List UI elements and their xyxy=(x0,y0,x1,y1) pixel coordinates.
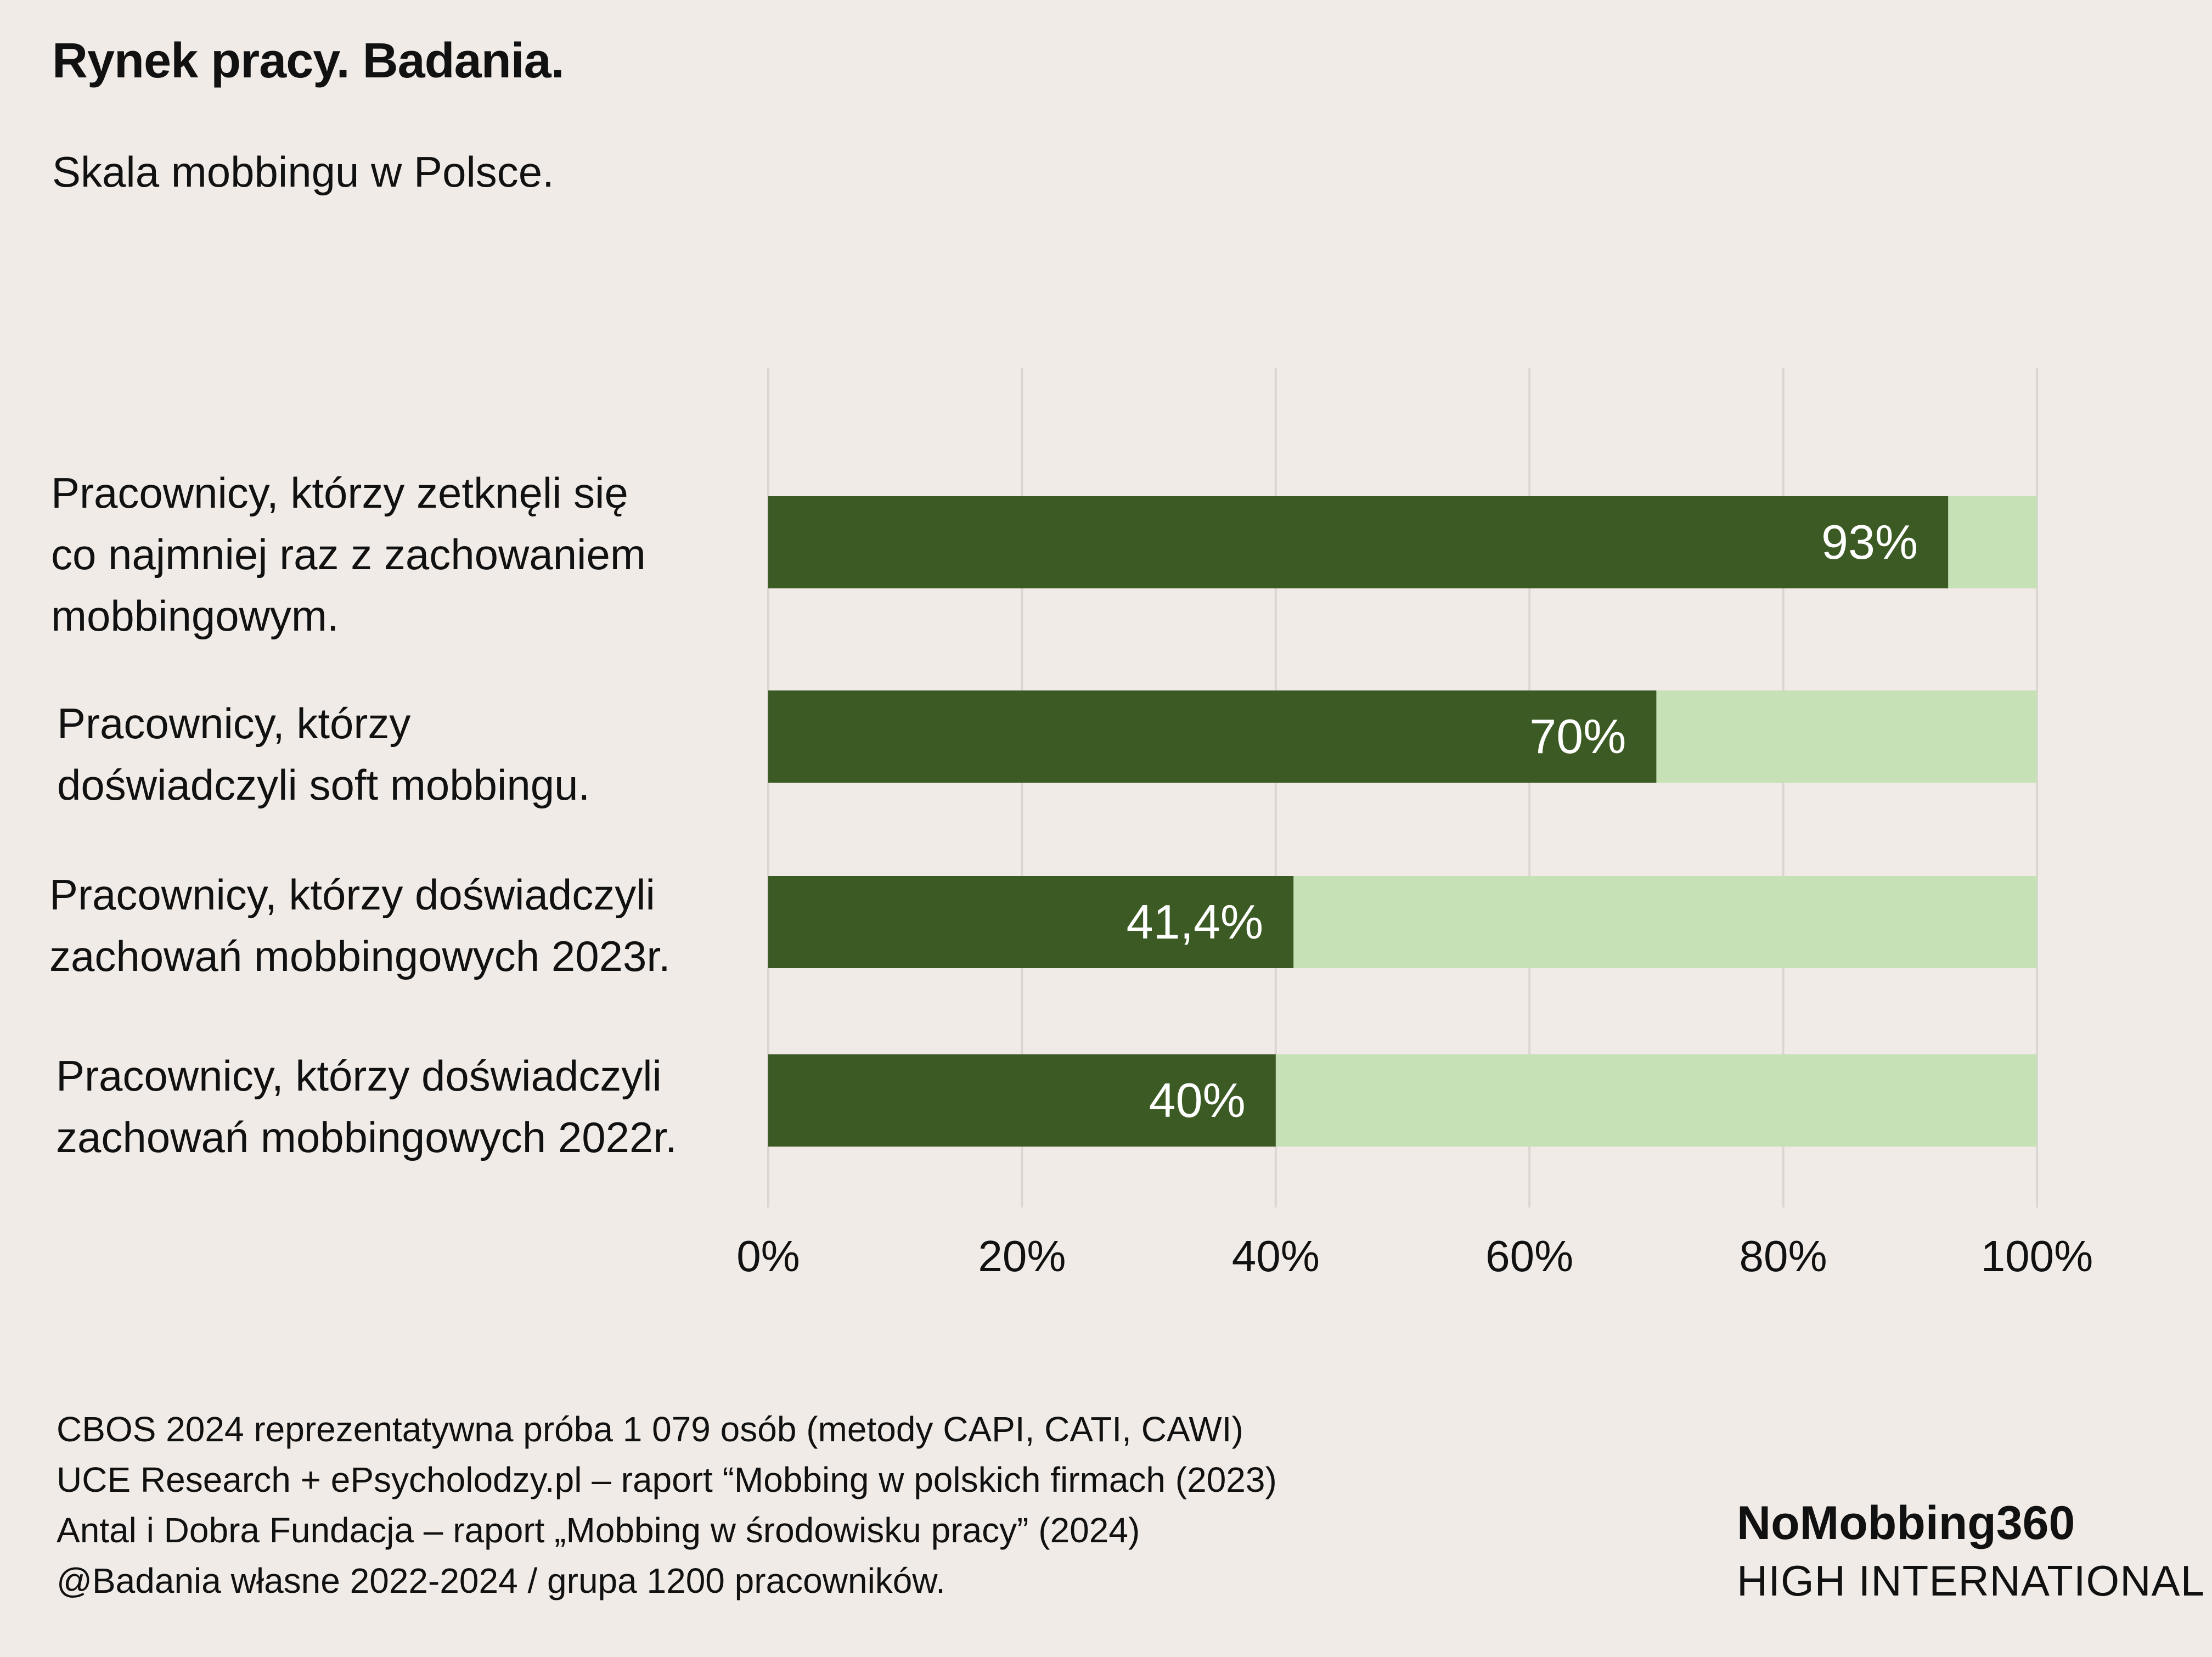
page-subtitle: Skala mobbingu w Polsce. xyxy=(52,148,554,196)
source-line: UCE Research + ePsycholodzy.pl – raport … xyxy=(57,1460,1277,1499)
x-tick-label: 80% xyxy=(1740,1232,1827,1280)
category-label-line: doświadczyli soft mobbingu. xyxy=(57,761,590,809)
category-label-line: zachowań mobbingowych 2023r. xyxy=(49,932,671,980)
brand-subtitle: HIGH INTERNATIONAL xyxy=(1737,1557,2205,1605)
category-label-line: co najmniej raz z zachowaniem xyxy=(51,530,646,578)
bar-value xyxy=(768,690,1657,783)
bar-value xyxy=(768,1054,1276,1147)
category-label: Pracownicy, którzy doświadczyli soft mobb… xyxy=(57,693,590,816)
category-label-line: Pracownicy, którzy doświadczyli xyxy=(56,1052,662,1100)
bar-data-label: 41,4% xyxy=(1127,895,1264,949)
bar-chart: 0% 20% 40% 60% 80% 100% 93% 70% 41,4% 40% xyxy=(736,368,2093,1280)
bar-data-label: 70% xyxy=(1529,709,1626,763)
x-tick-label: 0% xyxy=(736,1232,800,1280)
category-label-line: mobbingowym. xyxy=(51,592,339,640)
source-line: Antal i Dobra Fundacja – raport „Mobbing… xyxy=(57,1510,1140,1550)
category-label-line: Pracownicy, którzy xyxy=(57,699,411,748)
category-label-line: Pracownicy, którzy zetknęli się xyxy=(51,469,628,517)
category-label: Pracownicy, którzy doświadczyli zachowań … xyxy=(56,1045,677,1168)
bar-value xyxy=(768,876,1294,968)
x-tick-label: 40% xyxy=(1232,1232,1320,1280)
brand-name: NoMobbing360 xyxy=(1737,1497,2075,1549)
brand-logo: NoMobbing360 HIGH INTERNATIONAL xyxy=(1737,1493,2205,1608)
category-label: Pracownicy, którzy zetknęli się co najmni… xyxy=(51,462,646,647)
bar-data-label: 40% xyxy=(1149,1073,1246,1127)
x-tick-label: 60% xyxy=(1485,1232,1573,1280)
source-line: CBOS 2024 reprezentatywna próba 1 079 os… xyxy=(57,1409,1243,1449)
source-line: @Badania własne 2022-2024 / grupa 1200 p… xyxy=(57,1561,945,1600)
category-label-line: Pracownicy, którzy doświadczyli xyxy=(49,870,655,919)
page-title: Rynek pracy. Badania. xyxy=(52,33,565,88)
bar-value xyxy=(768,496,1949,588)
category-label: Pracownicy, którzy doświadczyli zachowań … xyxy=(49,864,671,987)
category-label-line: zachowań mobbingowych 2022r. xyxy=(56,1113,677,1161)
sources-list: CBOS 2024 reprezentatywna próba 1 079 os… xyxy=(57,1404,1277,1606)
x-tick-label: 20% xyxy=(978,1232,1066,1280)
x-tick-label: 100% xyxy=(1981,1232,2093,1280)
bar-data-label: 93% xyxy=(1821,515,1918,569)
